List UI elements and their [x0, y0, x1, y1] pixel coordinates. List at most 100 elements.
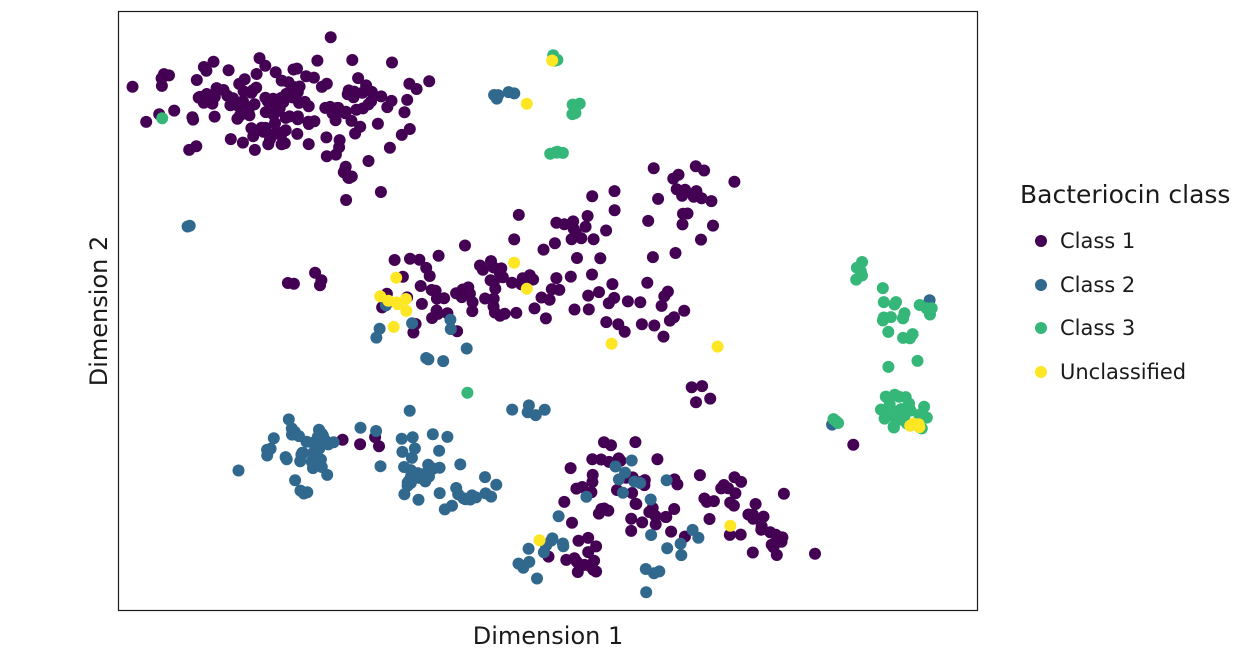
- point-class-3: [888, 388, 901, 401]
- point-class-1: [668, 311, 680, 324]
- point-class-1: [403, 123, 416, 135]
- point-unclassified: [913, 421, 926, 434]
- point-class-2: [401, 479, 414, 492]
- point-class-3: [156, 112, 169, 125]
- point-class-2: [315, 461, 328, 473]
- point-class-1: [340, 194, 353, 206]
- point-class-2: [444, 313, 457, 326]
- point-class-1: [567, 222, 580, 235]
- point-class-1: [608, 204, 621, 217]
- point-class-1: [432, 249, 445, 262]
- point-class-2: [441, 430, 454, 443]
- point-class-1: [690, 185, 703, 198]
- point-class-1: [625, 512, 638, 525]
- point-class-3: [832, 417, 845, 429]
- point-class-1: [291, 62, 303, 75]
- point-unclassified: [533, 534, 546, 547]
- point-class-1: [586, 268, 598, 281]
- point-class-1: [371, 117, 384, 130]
- point-class-1: [776, 531, 789, 544]
- point-class-1: [324, 31, 337, 44]
- point-class-2: [426, 428, 439, 441]
- point-class-3: [911, 354, 924, 367]
- point-class-2: [523, 555, 536, 568]
- point-class-2: [529, 409, 542, 422]
- point-class-1: [578, 558, 591, 571]
- point-class-2: [537, 546, 550, 559]
- point-unclassified: [374, 290, 387, 303]
- point-class-1: [550, 272, 563, 285]
- point-class-1: [414, 280, 427, 292]
- point-class-1: [287, 277, 300, 290]
- point-class-1: [588, 554, 601, 567]
- point-class-2: [506, 403, 519, 416]
- point-class-2: [408, 442, 421, 455]
- point-class-1: [642, 214, 655, 227]
- point-class-3: [887, 421, 900, 434]
- point-class-1: [602, 504, 615, 517]
- point-class-3: [882, 360, 895, 373]
- point-class-2: [395, 432, 408, 445]
- point-class-1: [232, 100, 245, 113]
- point-class-1: [602, 297, 615, 310]
- point-class-2: [512, 557, 525, 570]
- point-class-1: [545, 283, 558, 296]
- point-class-2: [433, 487, 446, 500]
- point-class-2: [181, 220, 194, 233]
- point-class-1: [217, 84, 230, 96]
- point-class-2: [280, 453, 293, 466]
- point-class-1: [672, 168, 685, 181]
- point-class-1: [291, 110, 304, 123]
- point-unclassified: [520, 97, 533, 110]
- point-class-1: [537, 243, 550, 256]
- point-class-2: [625, 454, 638, 467]
- point-class-1: [727, 499, 740, 512]
- point-class-2: [479, 471, 491, 484]
- point-class-2: [452, 488, 465, 501]
- point-class-2: [479, 487, 492, 500]
- point-class-3: [878, 412, 891, 425]
- point-class-1: [404, 252, 416, 265]
- point-class-1: [655, 299, 668, 312]
- point-class-2: [437, 355, 450, 368]
- point-class-1: [423, 75, 436, 88]
- point-class-1: [586, 453, 599, 466]
- point-class-3: [899, 391, 912, 404]
- point-class-2: [508, 87, 521, 100]
- point-class-1: [668, 503, 681, 515]
- point-class-3: [876, 282, 889, 295]
- point-class-1: [658, 290, 671, 303]
- point-unclassified: [390, 271, 403, 284]
- point-class-1: [586, 476, 599, 488]
- point-class-3: [897, 312, 909, 325]
- point-class-1: [388, 254, 401, 266]
- point-class-2: [405, 469, 418, 482]
- point-class-2: [261, 449, 274, 462]
- point-class-1: [598, 436, 610, 449]
- point-class-1: [693, 469, 706, 482]
- point-class-1: [168, 104, 181, 117]
- point-class-1: [560, 553, 573, 566]
- point-class-1: [626, 487, 639, 499]
- point-class-2: [556, 537, 569, 550]
- point-class-1: [401, 93, 414, 106]
- point-class-1: [703, 513, 716, 525]
- point-class-1: [608, 185, 621, 198]
- point-class-1: [373, 440, 385, 453]
- point-class-1: [582, 531, 595, 544]
- point-class-1: [582, 303, 595, 316]
- point-class-1: [350, 103, 363, 116]
- point-class-1: [746, 546, 759, 559]
- point-class-2: [373, 322, 386, 335]
- legend-marker-class-3: [1035, 322, 1047, 334]
- point-class-1: [705, 195, 718, 208]
- point-class-2: [433, 444, 446, 457]
- legend: Bacteriocin class Class 1 Class 2 Class …: [1020, 180, 1230, 384]
- point-class-1: [415, 297, 428, 310]
- point-class-1: [250, 68, 263, 80]
- point-class-2: [420, 352, 433, 364]
- point-class-1: [676, 218, 689, 231]
- point-class-1: [343, 172, 356, 184]
- point-class-1: [352, 72, 365, 85]
- point-class-1: [269, 117, 281, 130]
